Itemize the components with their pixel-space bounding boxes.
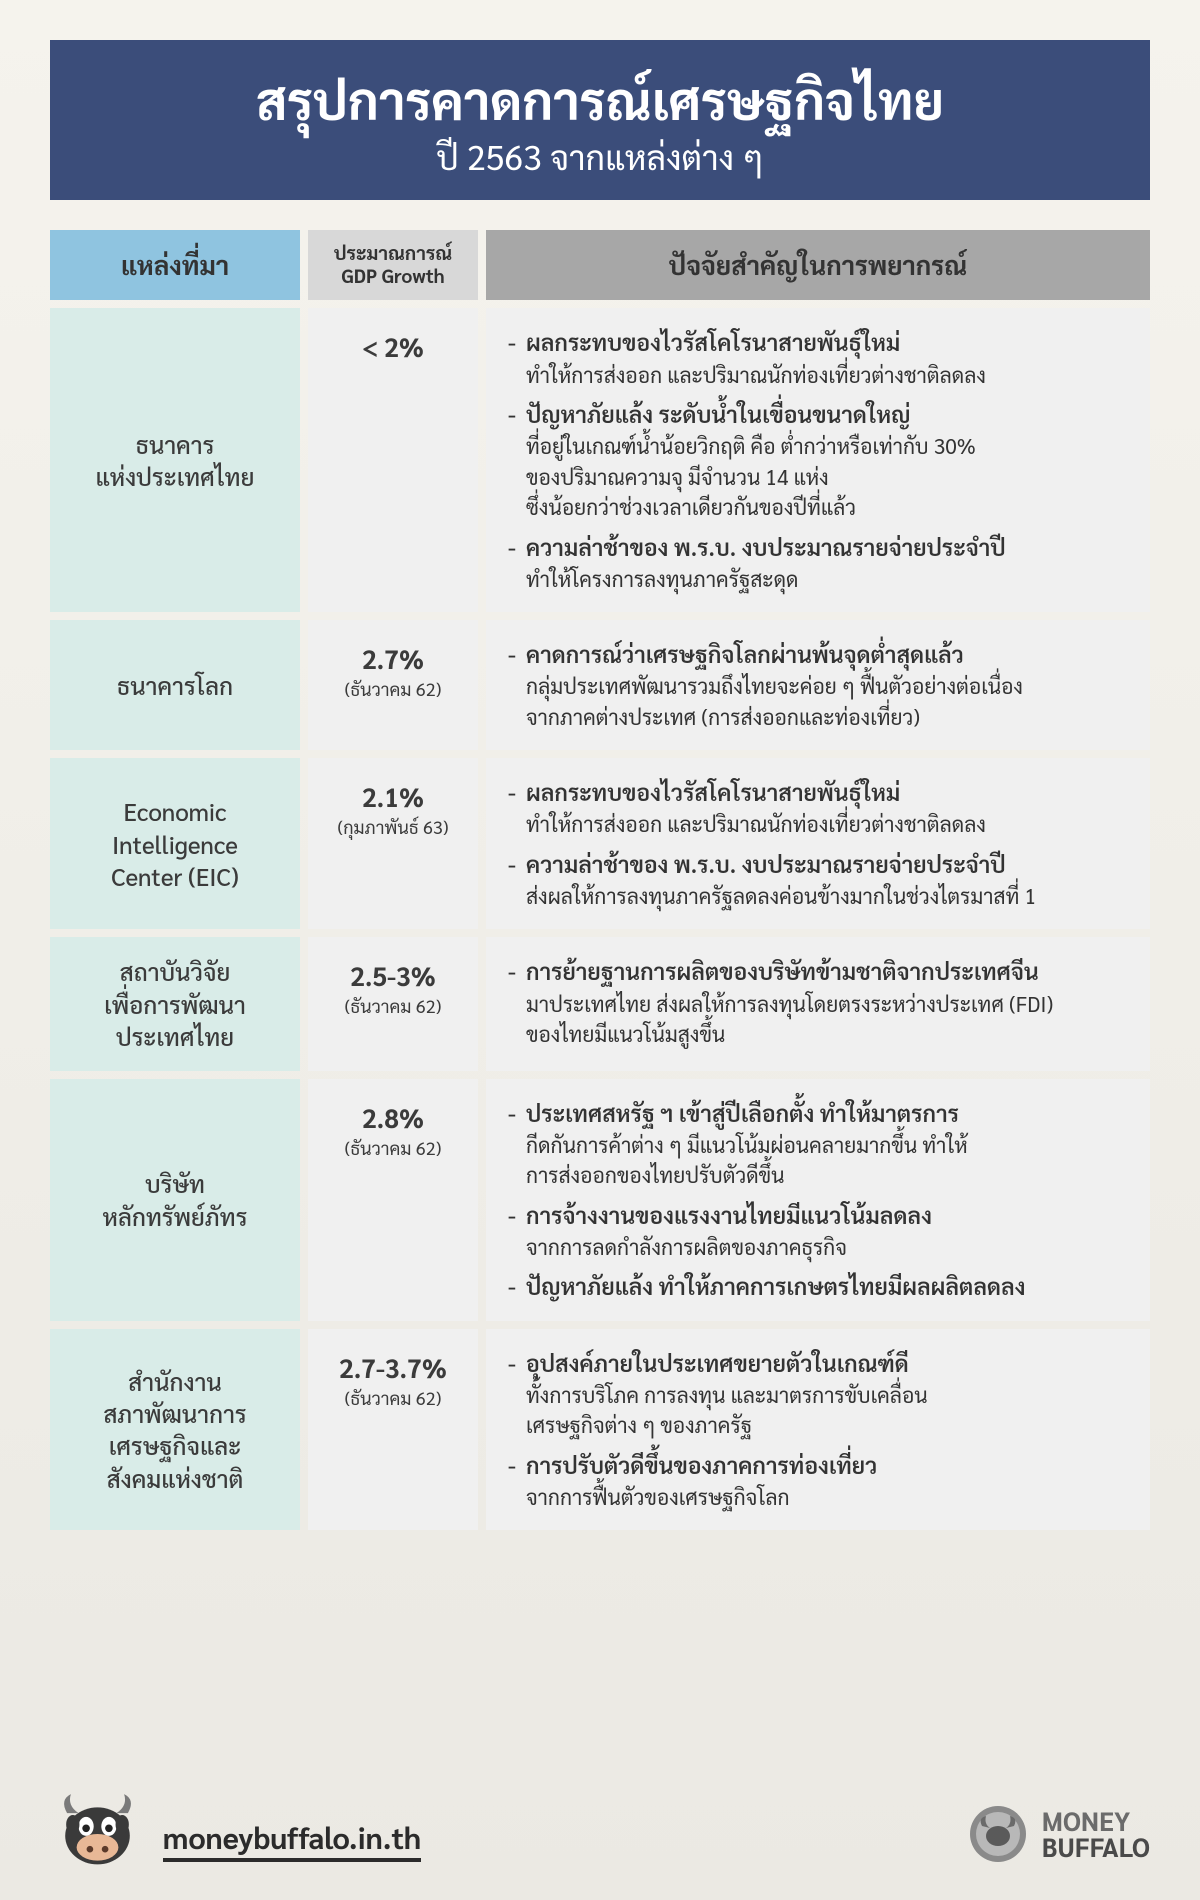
factors-cell: การย้ายฐานการผลิตของบริษัทข้ามชาติจากประ… [486,937,1150,1070]
col-header-source: แหล่งที่มา [50,230,300,300]
factor-sub: กีดกันการค้าต่าง ๆ มีแนวโน้มผ่อนคลายมากข… [508,1130,1128,1191]
factor-item: ผลกระทบของไวรัสโคโรนาสายพันธุ์ใหม่ทำให้ก… [508,326,1128,390]
factor-main: การปรับตัวดีขึ้นของภาคการท่องเที่ยว [508,1449,1128,1481]
gdp-value: 2.5-3% [322,959,464,993]
footer-left: moneybuffalo.in.th [50,1777,421,1872]
factor-sub: จากการฟื้นตัวของเศรษฐกิจโลก [508,1482,1128,1512]
factor-item: การจ้างงานของแรงงานไทยมีแนวโน้มลดลงจากกา… [508,1199,1128,1263]
gdp-cell: < 2% [308,308,478,612]
source-cell: EconomicIntelligenceCenter (EIC) [50,758,300,929]
footer-brand: MONEY BUFFALO [966,1802,1150,1866]
factor-main: คาดการณ์ว่าเศรษฐกิจโลกผ่านพ้นจุดต่ำสุดแล… [508,638,1128,670]
factor-main: การจ้างงานของแรงงานไทยมีแนวโน้มลดลง [508,1199,1128,1231]
brand-text: MONEY BUFFALO [1042,1808,1150,1860]
factor-sub: ทำให้การส่งออก และปริมาณนักท่องเที่ยวต่า… [508,360,1128,390]
factor-sub: กลุ่มประเทศพัฒนารวมถึงไทยจะค่อย ๆ ฟื้นตั… [508,671,1128,732]
factor-main: อุปสงค์ภายในประเทศขยายตัวในเกณฑ์ดี [508,1347,1128,1379]
buffalo-mascot-icon [50,1777,145,1872]
gdp-value: 2.7-3.7% [322,1351,464,1385]
factors-cell: ประเทศสหรัฐ ฯ เข้าสู่ปีเลือกตั้ง ทำให้มา… [486,1079,1150,1321]
table-row: ธนาคารโลก2.7%(ธันวาคม 62)คาดการณ์ว่าเศรษ… [50,620,1150,750]
col-header-factors: ปัจจัยสำคัญในการพยากรณ์ [486,230,1150,300]
source-cell: บริษัทหลักทรัพย์ภัทร [50,1079,300,1321]
gdp-note: (ธันวาคม 62) [322,1137,464,1160]
factor-item: การปรับตัวดีขึ้นของภาคการท่องเที่ยวจากกา… [508,1449,1128,1513]
factor-main: ผลกระทบของไวรัสโคโรนาสายพันธุ์ใหม่ [508,326,1128,358]
gdp-cell: 2.5-3%(ธันวาคม 62) [308,937,478,1070]
factor-sub: ส่งผลให้การลงทุนภาครัฐลดลงค่อนข้างมากในช… [508,881,1128,911]
source-cell: ธนาคารแห่งประเทศไทย [50,308,300,612]
factor-main: ประเทศสหรัฐ ฯ เข้าสู่ปีเลือกตั้ง ทำให้มา… [508,1097,1128,1129]
factor-item: ผลกระทบของไวรัสโคโรนาสายพันธุ์ใหม่ทำให้ก… [508,776,1128,840]
factors-cell: อุปสงค์ภายในประเทศขยายตัวในเกณฑ์ดีทั้งกา… [486,1329,1150,1531]
factor-sub: ที่อยู่ในเกณฑ์น้ำน้อยวิกฤติ คือ ต่ำกว่าห… [508,431,1128,522]
gdp-value: < 2% [322,330,464,364]
factor-item: คาดการณ์ว่าเศรษฐกิจโลกผ่านพ้นจุดต่ำสุดแล… [508,638,1128,732]
factor-main: ผลกระทบของไวรัสโคโรนาสายพันธุ์ใหม่ [508,776,1128,808]
col-header-gdp-line1: ประมาณการณ์ [334,242,452,266]
factors-cell: ผลกระทบของไวรัสโคโรนาสายพันธุ์ใหม่ทำให้ก… [486,308,1150,612]
factor-sub: ทำให้โครงการลงทุนภาครัฐสะดุด [508,564,1128,594]
factor-item: ประเทศสหรัฐ ฯ เข้าสู่ปีเลือกตั้ง ทำให้มา… [508,1097,1128,1191]
col-header-gdp: ประมาณการณ์ GDP Growth [308,230,478,300]
source-cell: สถาบันวิจัยเพื่อการพัฒนาประเทศไทย [50,937,300,1070]
factor-sub: ทำให้การส่งออก และปริมาณนักท่องเที่ยวต่า… [508,809,1128,839]
factor-sub: มาประเทศไทย ส่งผลให้การลงทุนโดยตรงระหว่า… [508,989,1128,1050]
factor-main: ความล่าช้าของ พ.ร.บ. งบประมาณรายจ่ายประจ… [508,531,1128,563]
footer-url: moneybuffalo.in.th [163,1817,421,1862]
header-band: สรุปการคาดการณ์เศรษฐกิจไทย ปี 2563 จากแห… [50,40,1150,200]
gdp-note: (กุมภาพันธ์ 63) [322,816,464,839]
gdp-cell: 2.8%(ธันวาคม 62) [308,1079,478,1321]
gdp-cell: 2.1%(กุมภาพันธ์ 63) [308,758,478,929]
col-header-gdp-line2: GDP Growth [341,265,444,289]
factor-item: การย้ายฐานการผลิตของบริษัทข้ามชาติจากประ… [508,955,1128,1049]
source-cell: สำนักงานสภาพัฒนาการเศรษฐกิจและสังคมแห่งช… [50,1329,300,1531]
factor-main: ความล่าช้าของ พ.ร.บ. งบประมาณรายจ่ายประจ… [508,848,1128,880]
source-cell: ธนาคารโลก [50,620,300,750]
factor-item: ความล่าช้าของ พ.ร.บ. งบประมาณรายจ่ายประจ… [508,531,1128,595]
factor-sub: จากการลดกำลังการผลิตของภาคธุรกิจ [508,1232,1128,1262]
gdp-note: (ธันวาคม 62) [322,995,464,1018]
table-body: ธนาคารแห่งประเทศไทย < 2% ผลกระทบของไวรัสโค… [50,308,1150,1530]
factor-sub: ทั้งการบริโภค การลงทุน และมาตรการขับเคลื… [508,1380,1128,1441]
gdp-note: (ธันวาคม 62) [322,1387,464,1410]
brand-line2: BUFFALO [1042,1834,1150,1860]
factors-cell: ผลกระทบของไวรัสโคโรนาสายพันธุ์ใหม่ทำให้ก… [486,758,1150,929]
gdp-value: 2.8% [322,1101,464,1135]
table-row: บริษัทหลักทรัพย์ภัทร2.8%(ธันวาคม 62)ประเ… [50,1079,1150,1321]
gdp-cell: 2.7%(ธันวาคม 62) [308,620,478,750]
gdp-note: (ธันวาคม 62) [322,678,464,701]
factor-item: อุปสงค์ภายในประเทศขยายตัวในเกณฑ์ดีทั้งกา… [508,1347,1128,1441]
factor-item: ปัญหาภัยแล้ง ทำให้ภาคการเกษตรไทยมีผลผลิต… [508,1270,1128,1302]
table-row: ธนาคารแห่งประเทศไทย < 2% ผลกระทบของไวรัสโค… [50,308,1150,612]
gdp-value: 2.7% [322,642,464,676]
footer: moneybuffalo.in.th MONEY BUFFALO [50,1777,1150,1872]
page-subtitle: ปี 2563 จากแหล่งต่าง ๆ [70,134,1130,178]
page-title: สรุปการคาดการณ์เศรษฐกิจไทย [70,68,1130,130]
gdp-cell: 2.7-3.7%(ธันวาคม 62) [308,1329,478,1531]
factors-cell: คาดการณ์ว่าเศรษฐกิจโลกผ่านพ้นจุดต่ำสุดแล… [486,620,1150,750]
factor-main: ปัญหาภัยแล้ง ทำให้ภาคการเกษตรไทยมีผลผลิต… [508,1270,1128,1302]
table-row: สำนักงานสภาพัฒนาการเศรษฐกิจและสังคมแห่งช… [50,1329,1150,1531]
table-row: EconomicIntelligenceCenter (EIC)2.1%(กุม… [50,758,1150,929]
factor-item: ความล่าช้าของ พ.ร.บ. งบประมาณรายจ่ายประจ… [508,848,1128,912]
factor-item: ปัญหาภัยแล้ง ระดับน้ำในเขื่อนขนาดใหญ่ที่… [508,398,1128,523]
gdp-value: 2.1% [322,780,464,814]
column-headers: แหล่งที่มา ประมาณการณ์ GDP Growth ปัจจัย… [50,230,1150,300]
factor-main: ปัญหาภัยแล้ง ระดับน้ำในเขื่อนขนาดใหญ่ [508,398,1128,430]
factor-main: การย้ายฐานการผลิตของบริษัทข้ามชาติจากประ… [508,955,1128,987]
table-row: สถาบันวิจัยเพื่อการพัฒนาประเทศไทย2.5-3%(… [50,937,1150,1070]
coin-logo-icon [966,1802,1030,1866]
